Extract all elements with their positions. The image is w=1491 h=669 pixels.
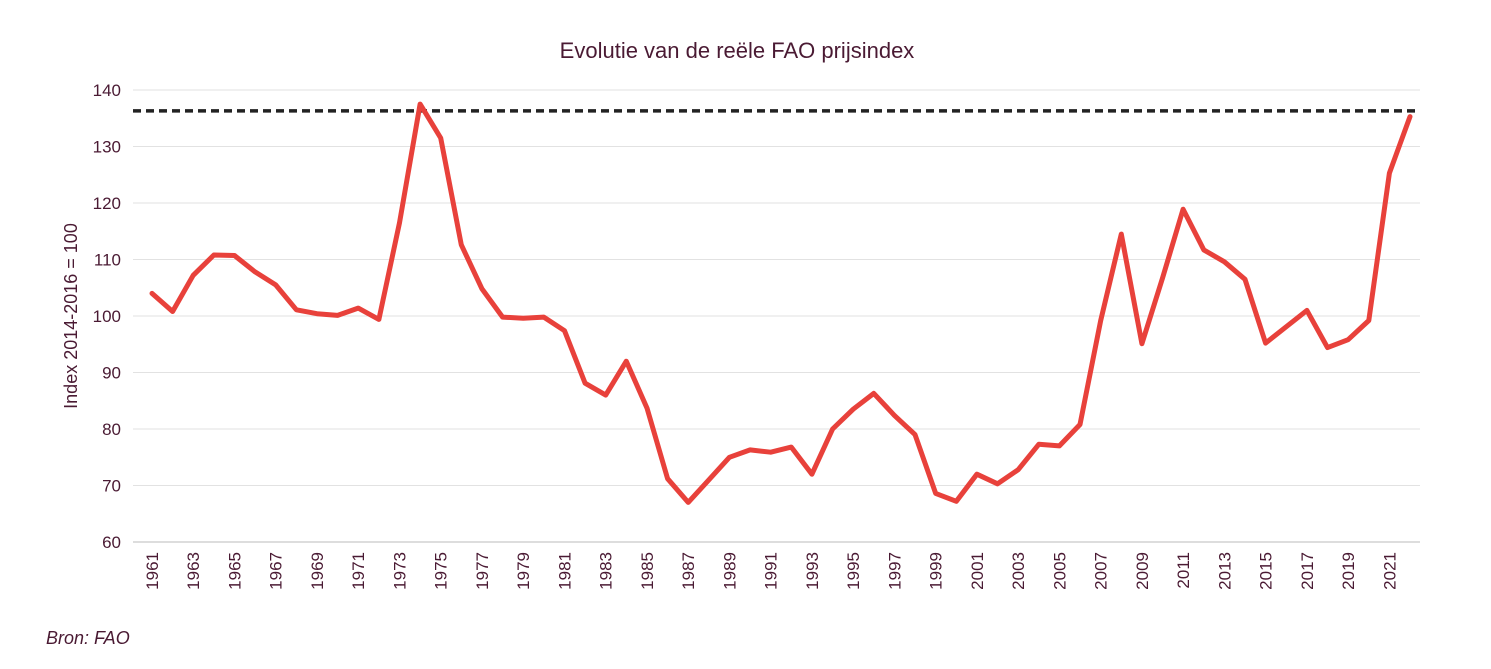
x-tick-label: 1971	[349, 552, 368, 590]
x-tick-label: 2017	[1298, 552, 1317, 590]
x-tick-label: 2007	[1092, 552, 1111, 590]
y-tick-label: 130	[93, 138, 121, 157]
x-tick-label: 2013	[1215, 552, 1234, 590]
x-tick-label: 1997	[885, 552, 904, 590]
y-tick-label: 90	[102, 364, 121, 383]
x-tick-label: 1999	[927, 552, 946, 590]
series-group	[149, 101, 1413, 505]
x-tick-label: 2003	[1009, 552, 1028, 590]
x-tick-label: 1993	[803, 552, 822, 590]
x-tick-label: 2015	[1257, 552, 1276, 590]
x-tick-labels: 1961 1963 1965 1967 1969 1971 1973 1975 1977 1979…	[143, 552, 1399, 590]
x-tick-label: 1981	[555, 552, 574, 590]
series-line	[149, 101, 1413, 505]
x-tick-label: 1967	[267, 552, 286, 590]
y-tick-labels: 60 70 80 90 100 110 120 130 140	[93, 81, 121, 552]
x-tick-label: 2019	[1339, 552, 1358, 590]
source-note: Bron: FAO	[46, 628, 130, 648]
x-tick-label: 1969	[308, 552, 327, 590]
y-tick-label: 140	[93, 81, 121, 100]
x-tick-label: 1961	[143, 552, 162, 590]
x-tick-label: 1963	[184, 552, 203, 590]
x-tick-label: 1989	[720, 552, 739, 590]
x-tick-label: 1975	[432, 552, 451, 590]
x-tick-label: 1965	[225, 552, 244, 590]
gridlines	[133, 89, 1420, 543]
x-tick-label: 1973	[390, 552, 409, 590]
y-tick-label: 70	[102, 477, 121, 496]
x-tick-label: 1983	[597, 552, 616, 590]
x-tick-label: 2009	[1133, 552, 1152, 590]
x-tick-label: 2001	[968, 552, 987, 590]
y-tick-label: 60	[102, 533, 121, 552]
y-tick-label: 120	[93, 194, 121, 213]
x-tick-label: 2011	[1174, 552, 1193, 589]
x-tick-label: 2005	[1050, 552, 1069, 590]
x-tick-label: 1985	[638, 552, 657, 590]
x-tick-label: 2021	[1380, 552, 1399, 590]
x-tick-label: 1977	[473, 552, 492, 590]
x-tick-label: 1995	[844, 552, 863, 590]
chart-title: Evolutie van de reële FAO prijsindex	[560, 38, 915, 63]
y-tick-label: 110	[94, 251, 121, 270]
x-tick-label: 1991	[762, 552, 781, 590]
x-tick-label: 1987	[679, 552, 698, 590]
x-tick-label: 1979	[514, 552, 533, 590]
y-tick-label: 80	[102, 420, 121, 439]
y-axis-label: Index 2014-2016 = 100	[61, 223, 81, 409]
y-tick-label: 100	[93, 307, 121, 326]
